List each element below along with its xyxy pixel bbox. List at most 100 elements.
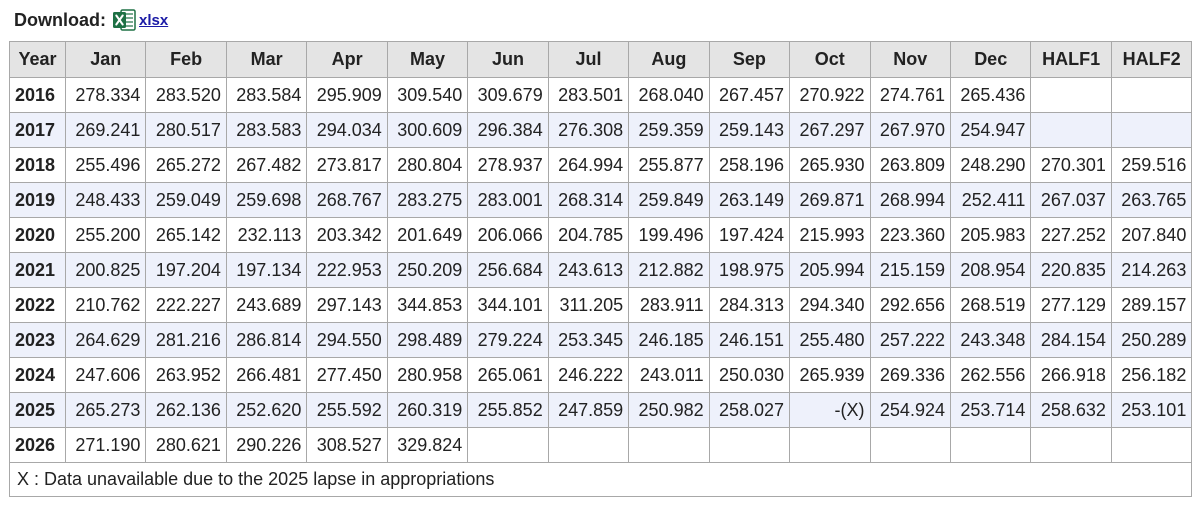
table-cell: 266.918 [1030,357,1112,393]
table-cell: 246.185 [628,322,710,358]
table-cell: 292.656 [869,287,951,323]
table-cell: 204.785 [547,217,630,253]
column-header-may: May [386,41,469,78]
table-cell: 298.489 [386,322,469,358]
header-row: Year Jan Feb Mar Apr May Jun Jul Aug Sep Oct Nov Dec… [9,41,1193,78]
table-cell: 263.149 [708,182,791,218]
table-cell: 297.143 [306,287,388,323]
data-table: Year Jan Feb Mar Apr May Jun Jul Aug Sep Oct Nov Dec… [8,41,1193,497]
table-cell: 309.540 [386,77,469,113]
table-cell: 280.621 [145,427,227,463]
column-header-mar: Mar [225,41,308,78]
table-cell: 258.196 [708,147,791,183]
table-cell: 294.550 [306,322,388,358]
row-year: 2018 [9,147,66,183]
table-cell: 262.556 [949,357,1032,393]
table-cell: 250.289 [1110,322,1193,358]
table-cell: 255.496 [64,147,147,183]
table-cell: 344.853 [386,287,469,323]
table-cell: 246.222 [547,357,630,393]
table-cell: 227.252 [1030,217,1112,253]
table-cell: 248.433 [64,182,147,218]
table-cell: 264.994 [547,147,630,183]
table-cell: 206.066 [467,217,549,253]
column-header-apr: Apr [306,41,388,78]
column-header-half2: HALF2 [1110,41,1193,78]
table-cell: 256.684 [467,252,549,288]
table-cell: 258.632 [1030,392,1112,428]
table-cell: 248.290 [949,147,1032,183]
column-header-jul: Jul [547,41,630,78]
table-cell: 201.649 [386,217,469,253]
table-cell [1110,427,1193,463]
table-cell: 222.953 [306,252,388,288]
table-cell: 300.609 [386,112,469,148]
row-year: 2017 [9,112,66,148]
column-header-half1: HALF1 [1030,41,1112,78]
table-cell: 269.336 [869,357,951,393]
table-cell: 266.481 [225,357,308,393]
row-year: 2021 [9,252,66,288]
table-cell: 243.613 [547,252,630,288]
table-cell [949,427,1032,463]
table-cell: 280.804 [386,147,469,183]
table-cell: 220.835 [1030,252,1112,288]
table-cell: 243.011 [628,357,710,393]
table-cell: 255.852 [467,392,549,428]
xlsx-link-text[interactable]: xlsx [139,11,169,29]
table-cell: 273.817 [306,147,388,183]
table-row: 2024 247.606 263.952 266.481 277.450 280.958 2… [9,357,1193,393]
row-year: 2024 [9,357,66,393]
table-cell: 259.849 [628,182,710,218]
table-cell [708,427,791,463]
table-cell: 283.583 [225,112,308,148]
table-cell: 232.113 [225,217,308,253]
table-row: 2018 255.496 265.272 267.482 273.817 280.804 2… [9,147,1193,183]
excel-icon [112,9,136,31]
table-cell: 253.101 [1110,392,1193,428]
table-cell: 265.142 [145,217,227,253]
table-body: 2016 278.334 283.520 283.584 295.909 309.540 3… [9,77,1193,463]
table-row: 2017 269.241 280.517 283.583 294.034 300.609 2… [9,112,1193,148]
table-cell: 268.040 [628,77,710,113]
table-cell: 268.767 [306,182,388,218]
xlsx-download-link[interactable]: xlsx [112,9,168,31]
table-cell: 263.765 [1110,182,1193,218]
table-cell: 207.840 [1110,217,1193,253]
table-cell: 309.679 [467,77,549,113]
table-cell: 255.592 [306,392,388,428]
download-bar: Download: xlsx [14,8,168,32]
table-cell: 252.411 [949,182,1032,218]
table-cell: 276.308 [547,112,630,148]
table-cell: 283.911 [628,287,710,323]
table-cell: 256.182 [1110,357,1193,393]
table-cell: 247.859 [547,392,630,428]
column-header-feb: Feb [145,41,227,78]
table-cell: 280.958 [386,357,469,393]
table-cell: 283.584 [225,77,308,113]
table-cell: 290.226 [225,427,308,463]
table-cell: 250.030 [708,357,791,393]
table-cell: 198.975 [708,252,791,288]
table-row: 2023 264.629 281.216 286.814 294.550 298.489 2… [9,322,1193,358]
table-row: 2019 248.433 259.049 259.698 268.767 283.275 2… [9,182,1193,218]
table-cell: 255.480 [789,322,871,358]
table-cell [869,427,951,463]
table-cell: 283.520 [145,77,227,113]
table-cell: 263.952 [145,357,227,393]
table-row: 2026 271.190 280.621 290.226 308.527 329.824 [9,427,1193,463]
table-cell: 289.157 [1110,287,1193,323]
table-cell: 255.200 [64,217,147,253]
table-cell: 259.359 [628,112,710,148]
footnote: X : Data unavailable due to the 2025 lap… [8,462,1193,497]
table-cell: 205.994 [789,252,871,288]
table-cell [1110,112,1193,148]
table-cell: 283.001 [467,182,549,218]
table-cell: 250.209 [386,252,469,288]
table-cell: 267.482 [225,147,308,183]
column-header-oct: Oct [789,41,871,78]
table-cell: 284.154 [1030,322,1112,358]
table-cell: 262.136 [145,392,227,428]
column-header-sep: Sep [708,41,791,78]
